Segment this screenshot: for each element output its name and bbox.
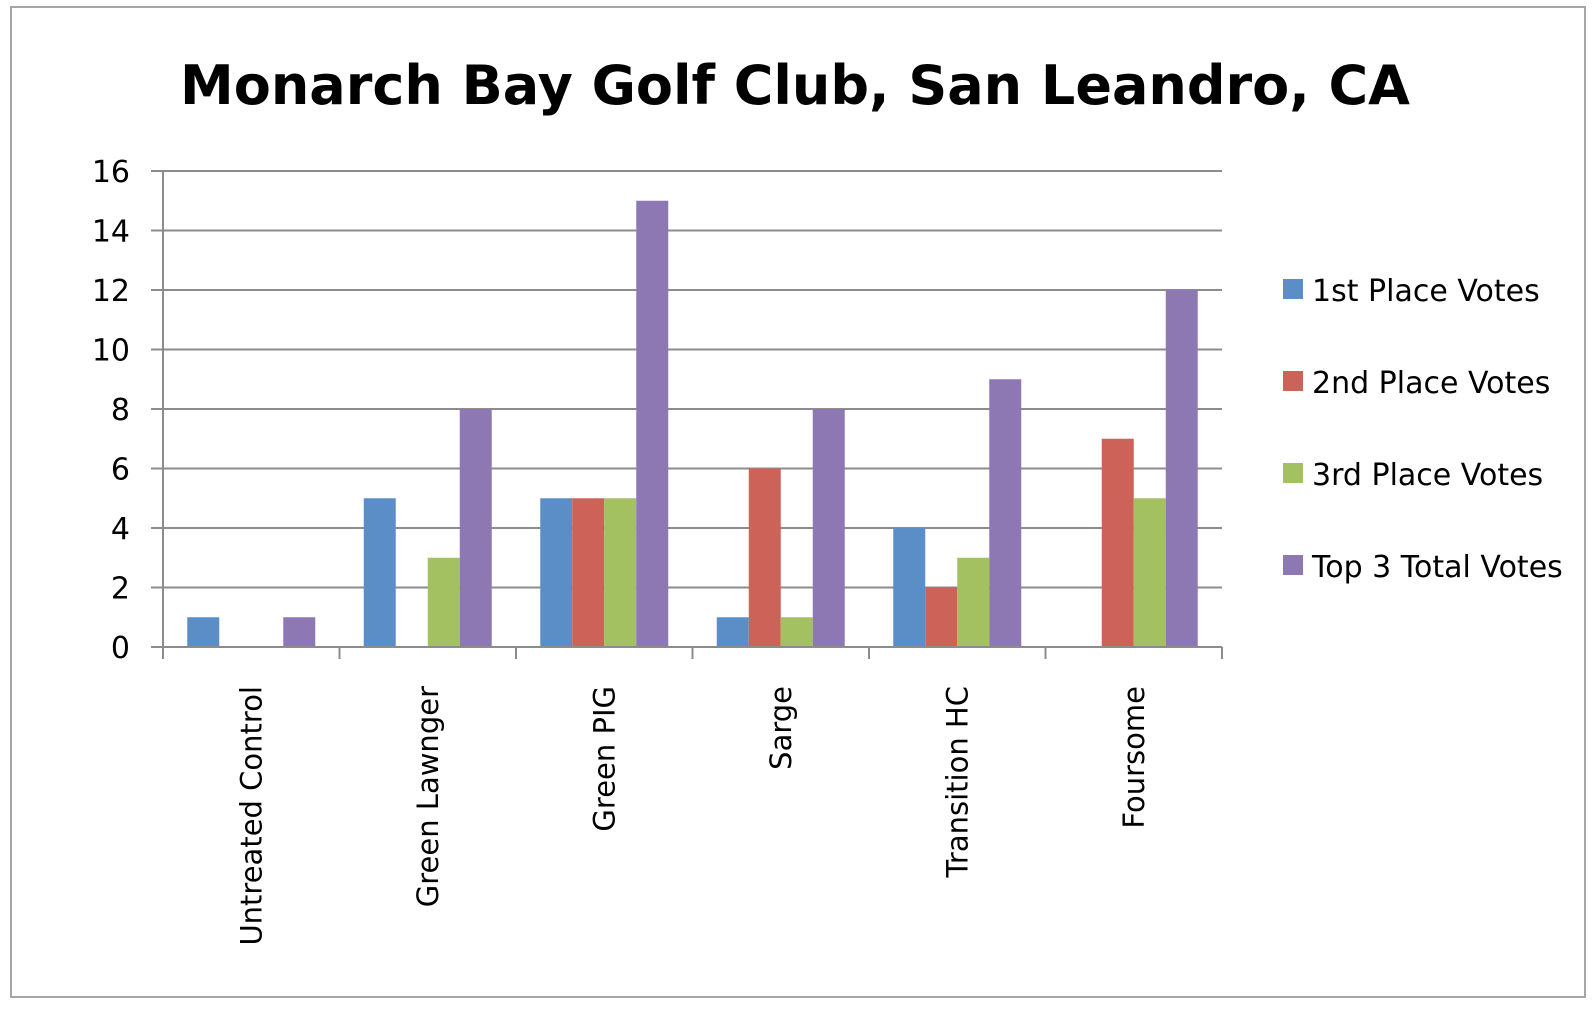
legend-entry: 1st Place Votes (1312, 274, 1540, 309)
chart-title: Monarch Bay Golf Club, San Leandro, CA (180, 54, 1410, 117)
y-tick-label: 2 (111, 572, 130, 607)
x-tick-label: Untreated Control (234, 686, 268, 946)
y-axis-ticks: 0 2 4 6 8 10 12 14 16 (92, 155, 163, 666)
bar (780, 617, 813, 647)
bar (572, 498, 605, 647)
bar (283, 617, 316, 647)
legend-swatch (1283, 555, 1303, 575)
y-tick-label: 12 (92, 274, 130, 309)
bar (604, 498, 637, 647)
x-axis-labels: Untreated Control Green Lawnger Green PIG S… (234, 686, 1151, 946)
y-tick-label: 0 (111, 631, 130, 666)
bar (427, 557, 460, 647)
bar (957, 557, 990, 647)
bar (187, 617, 220, 647)
x-tick-label: Transition HC (940, 686, 974, 879)
axes (162, 171, 1223, 659)
bar (989, 379, 1022, 647)
legend-swatch (1283, 371, 1303, 391)
y-tick-label: 6 (111, 453, 130, 488)
bar (925, 587, 958, 647)
bar (540, 498, 573, 647)
legend-entry: 3rd Place Votes (1312, 458, 1543, 493)
bar (363, 498, 396, 647)
y-tick-label: 16 (92, 155, 130, 190)
y-tick-label: 8 (111, 393, 130, 428)
x-tick-label: Foursome (1117, 686, 1151, 829)
gridlines (163, 170, 1222, 589)
legend-entry: Top 3 Total Votes (1311, 550, 1563, 585)
y-tick-label: 10 (92, 334, 130, 369)
bar (636, 200, 669, 647)
bar (459, 409, 492, 647)
y-tick-label: 14 (92, 215, 130, 250)
legend-swatch (1283, 279, 1303, 299)
y-tick-label: 4 (111, 512, 130, 547)
bar (748, 468, 781, 647)
legend-entry: 2nd Place Votes (1312, 366, 1550, 401)
x-tick-label: Green PIG (587, 686, 621, 832)
bars (187, 200, 1198, 647)
bar (1133, 498, 1166, 647)
bar (812, 409, 845, 647)
bar (1101, 438, 1134, 647)
x-tick-label: Green Lawnger (411, 686, 445, 907)
bar (716, 617, 749, 647)
bar (893, 528, 926, 647)
legend-swatch (1283, 463, 1303, 483)
bar (1165, 290, 1198, 647)
x-tick-label: Sarge (764, 686, 798, 770)
legend: 1st Place Votes 2nd Place Votes 3rd Place … (1283, 274, 1563, 585)
